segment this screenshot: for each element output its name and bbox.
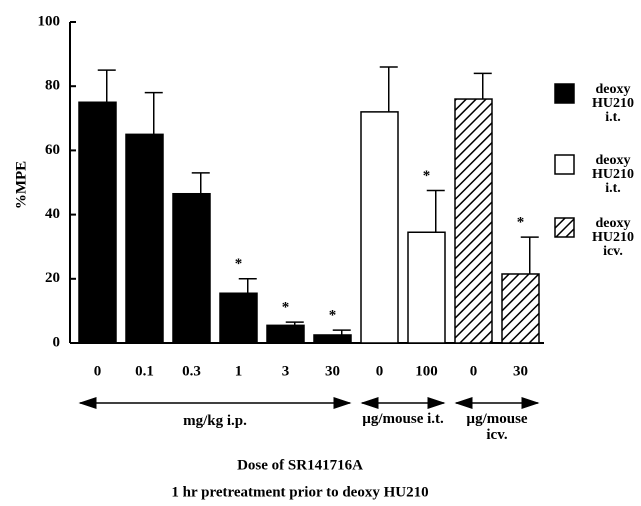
bar [219, 292, 258, 344]
bar [501, 273, 540, 344]
y-tick-label: 80 [45, 78, 60, 94]
x-tick-label: 30 [513, 363, 528, 379]
y-tick-label: 0 [53, 334, 61, 350]
x-axis-subtitle: 1 hr pretreatment prior to deoxy HU210 [171, 484, 428, 500]
bar [125, 133, 164, 344]
y-tick-label: 60 [45, 142, 60, 158]
significance-marker: * [517, 215, 525, 231]
significance-marker: * [423, 168, 431, 184]
bar [454, 98, 493, 344]
bar [313, 334, 352, 344]
bar [407, 231, 446, 344]
x-tick-label: 0 [376, 363, 384, 379]
x-tick-label: 0.3 [182, 363, 201, 379]
legend-label: deoxy HU210 icv. [592, 216, 634, 259]
group-label: µg/mouse icv. [466, 411, 528, 443]
significance-marker: * [235, 256, 243, 272]
x-axis-title: Dose of SR141716A [237, 457, 363, 473]
x-tick-label: 0.1 [135, 363, 154, 379]
bar [172, 192, 211, 344]
x-tick-label: 0 [470, 363, 478, 379]
x-tick-label: 30 [325, 363, 340, 379]
y-axis-label: %MPE [13, 161, 29, 209]
x-tick-label: 1 [235, 363, 243, 379]
group-label: mg/kg i.p. [183, 413, 247, 429]
significance-marker: * [282, 300, 290, 316]
x-tick-label: 0 [94, 363, 102, 379]
y-tick-label: 40 [45, 206, 60, 222]
y-tick-label: 100 [38, 13, 61, 29]
group-label: µg/mouse i.t. [362, 411, 444, 427]
x-tick-label: 100 [415, 363, 438, 379]
x-tick-label: 3 [282, 363, 290, 379]
y-tick-label: 20 [45, 270, 60, 286]
legend-label: deoxy HU210 i.t. [592, 82, 634, 125]
legend-label: deoxy HU210 i.t. [592, 153, 634, 196]
bar [78, 101, 117, 344]
legend-swatch [554, 154, 575, 175]
bar [360, 111, 399, 344]
legend-swatch [554, 83, 575, 104]
legend-swatch [554, 217, 575, 238]
significance-marker: * [329, 308, 337, 324]
bar [266, 324, 305, 344]
